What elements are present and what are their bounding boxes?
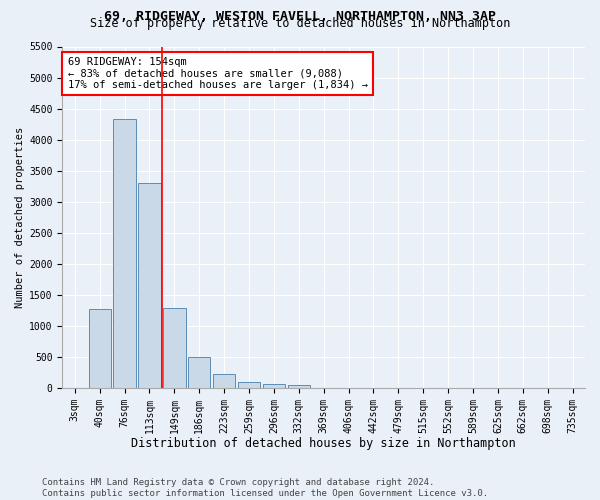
- Bar: [213, 374, 235, 388]
- Y-axis label: Number of detached properties: Number of detached properties: [15, 126, 25, 308]
- Bar: [163, 308, 185, 388]
- Text: 69 RIDGEWAY: 154sqm
← 83% of detached houses are smaller (9,088)
17% of semi-det: 69 RIDGEWAY: 154sqm ← 83% of detached ho…: [68, 56, 368, 90]
- Bar: [188, 358, 211, 388]
- Bar: [113, 119, 136, 388]
- Text: Contains HM Land Registry data © Crown copyright and database right 2024.
Contai: Contains HM Land Registry data © Crown c…: [42, 478, 488, 498]
- Bar: [138, 183, 161, 388]
- Bar: [263, 384, 285, 388]
- Bar: [287, 385, 310, 388]
- Text: 69, RIDGEWAY, WESTON FAVELL, NORTHAMPTON, NN3 3AP: 69, RIDGEWAY, WESTON FAVELL, NORTHAMPTON…: [104, 10, 496, 23]
- Text: Size of property relative to detached houses in Northampton: Size of property relative to detached ho…: [90, 18, 510, 30]
- Bar: [89, 309, 111, 388]
- Bar: [238, 382, 260, 388]
- X-axis label: Distribution of detached houses by size in Northampton: Distribution of detached houses by size …: [131, 437, 516, 450]
